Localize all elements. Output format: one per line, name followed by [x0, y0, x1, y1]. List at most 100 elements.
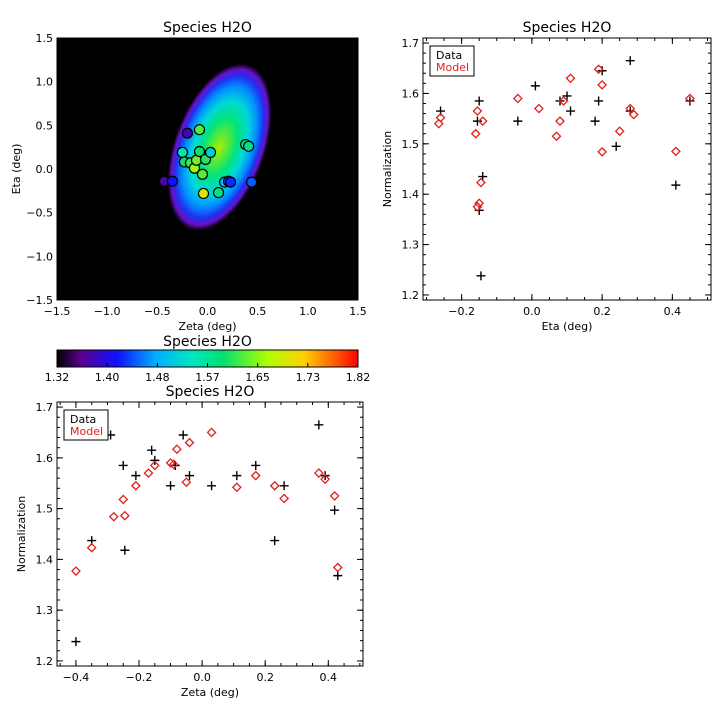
plot-frame: [422, 37, 712, 301]
heatmap-point: [212, 186, 225, 199]
y-tick-label: −1.0: [26, 250, 53, 263]
data-point-plus: [530, 81, 540, 91]
data-point-plus: [71, 637, 81, 647]
y-tick-label: 1.6: [36, 452, 54, 465]
x-axis-label: Eta (deg): [542, 320, 593, 333]
data-point-plus: [333, 571, 343, 581]
x-tick-label: 0.0: [199, 305, 217, 318]
x-tick-label: 0.4: [664, 305, 682, 318]
y-tick-label: 1.4: [36, 553, 54, 566]
model-point-diamond: [269, 480, 280, 491]
model-point-diamond: [119, 510, 130, 521]
x-tick-label: −0.2: [126, 671, 153, 684]
data-point-plus: [590, 116, 600, 126]
model-point-diamond: [558, 96, 569, 106]
data-point-plus: [625, 56, 635, 66]
x-axis-label: Zeta (deg): [178, 320, 236, 333]
model-point-diamond: [614, 126, 625, 137]
x-axis-label: Zeta (deg): [181, 686, 239, 699]
model-point-diamond: [474, 198, 485, 209]
model-point-diamond: [108, 511, 119, 522]
data-point-plus: [513, 116, 523, 126]
data-point-plus: [147, 445, 157, 455]
data-point-plus: [131, 471, 141, 481]
x-tick-label: 1.0: [299, 305, 317, 318]
heatmap-point: [193, 145, 206, 158]
y-tick-label: 1.6: [402, 87, 420, 100]
data-point-plus: [594, 96, 604, 106]
model-point-diamond: [71, 566, 81, 576]
legend-box: [429, 45, 475, 77]
model-point-diamond: [551, 131, 562, 142]
colorbar-tick-label: 1.57: [195, 371, 220, 384]
colorbar-title: Species H2O: [163, 334, 252, 350]
y-tick-label: 1.3: [36, 604, 54, 617]
y-tick-label: 1.7: [402, 37, 420, 50]
model-point-diamond: [685, 93, 695, 104]
data-point-plus: [314, 420, 324, 430]
model-point-diamond: [476, 177, 486, 188]
chart-title: Species H2O: [166, 384, 255, 400]
x-tick-label: −1.5: [44, 305, 71, 318]
model-point-diamond: [565, 73, 576, 84]
y-tick-label: 1.3: [402, 239, 420, 252]
model-point-diamond: [597, 79, 608, 90]
heatmap-point: [246, 176, 258, 188]
data-point-plus: [118, 460, 128, 470]
x-tick-label: 0.2: [256, 671, 274, 684]
heatmap-point: [193, 124, 206, 136]
y-tick-label: 0.5: [36, 119, 54, 132]
y-tick-label: −0.5: [26, 207, 53, 220]
legend-model-label: Model: [436, 61, 469, 74]
y-tick-label: 1.7: [36, 401, 54, 414]
data-point-plus: [150, 455, 160, 465]
y-tick-label: 1.5: [36, 32, 54, 45]
model-point-diamond: [320, 474, 331, 485]
heatmap-point: [166, 175, 178, 187]
model-point-diamond: [184, 437, 195, 448]
colorbar-tick-label: 1.40: [95, 371, 120, 384]
colorbar: Species H2O 1.32 1.40 1.48 1.57 1.65 1.73 1.82: [45, 334, 371, 384]
heatmap-point: [196, 168, 209, 180]
heatmap-point: [243, 140, 255, 152]
data-point-plus: [474, 96, 484, 106]
y-tick-label: 1.5: [402, 138, 420, 151]
eta-scatter-panel: Species H2O −0.2 0.0 0.2 0.4 1.2 1.3 1.4 1.5 1.6 1…: [381, 20, 712, 333]
y-tick-label: 1.2: [36, 655, 54, 668]
legend-box: [63, 409, 109, 441]
data-point-plus: [597, 66, 607, 76]
heatmap-point: [204, 146, 217, 159]
x-tick-label: 0.0: [523, 305, 541, 318]
x-tick-label: 0.0: [193, 671, 211, 684]
colorbar-tick-label: 1.65: [245, 371, 270, 384]
model-point-diamond: [231, 482, 242, 493]
data-point-plus: [562, 91, 572, 101]
y-axis-label: Eta (deg): [10, 144, 23, 195]
model-point-diamond: [555, 116, 565, 127]
data-point-plus: [279, 481, 289, 491]
y-tick-label: 1.2: [402, 289, 420, 302]
data-point-plus: [270, 536, 280, 546]
x-tick-label: 0.4: [320, 671, 338, 684]
model-point-diamond: [435, 112, 446, 123]
model-point-diamond: [181, 477, 192, 488]
colorbar-tick-label: 1.48: [145, 371, 170, 384]
y-tick-label: −1.5: [26, 294, 53, 307]
data-point-plus: [120, 545, 130, 555]
heatmap-title: Species H2O: [163, 20, 252, 36]
data-point-plus: [207, 481, 217, 491]
data-point-plus: [330, 505, 340, 515]
data-point-plus: [178, 430, 188, 440]
y-tick-label: 1.0: [36, 76, 54, 89]
colorbar-tick-label: 1.73: [296, 371, 321, 384]
model-point-diamond: [472, 106, 483, 116]
model-point-diamond: [433, 118, 444, 129]
model-point-diamond: [206, 427, 217, 438]
data-point-plus: [166, 481, 176, 491]
legend-data-label: Data: [436, 49, 462, 62]
data-point-plus: [232, 471, 242, 481]
model-point-diamond: [143, 468, 154, 478]
y-tick-label: 1.4: [402, 188, 420, 201]
